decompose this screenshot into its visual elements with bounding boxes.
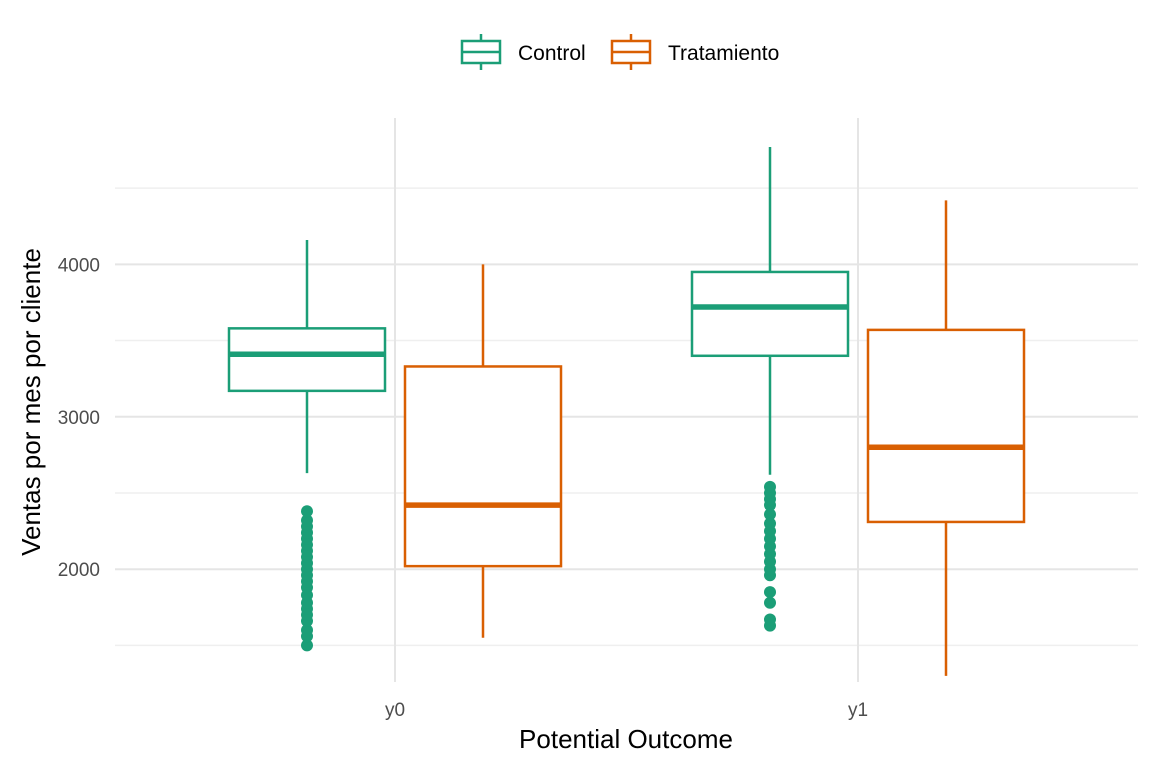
x-tick-label: y0 bbox=[385, 700, 405, 721]
box-iqr bbox=[690, 270, 850, 358]
box-tratamiento-y0 bbox=[403, 264, 563, 638]
outlier-point bbox=[301, 624, 313, 637]
outlier-point bbox=[764, 517, 776, 530]
outlier-point bbox=[301, 505, 313, 518]
outlier-point bbox=[301, 639, 313, 652]
outlier-point bbox=[764, 596, 776, 609]
outlier-point bbox=[764, 480, 776, 493]
y-axis-title: Ventas por mes por cliente bbox=[16, 248, 46, 556]
plot-area bbox=[227, 146, 1026, 676]
box-tratamiento-y1 bbox=[866, 200, 1026, 676]
x-axis-ticks: y0 y1 bbox=[385, 700, 868, 721]
outlier-point bbox=[301, 514, 313, 527]
legend-item-control: Control bbox=[460, 34, 586, 70]
y-axis-ticks: 2000 3000 4000 bbox=[58, 255, 100, 581]
box-control-y1 bbox=[690, 146, 850, 632]
y-tick-label: 3000 bbox=[58, 408, 100, 429]
box-control-y0 bbox=[227, 239, 387, 652]
box-iqr bbox=[403, 365, 563, 568]
outlier-point bbox=[764, 586, 776, 599]
outlier-point bbox=[764, 508, 776, 521]
outlier-point bbox=[764, 613, 776, 626]
legend-item-tratamiento: Tratamiento bbox=[610, 34, 779, 70]
box-iqr bbox=[866, 328, 1026, 524]
legend-label: Control bbox=[518, 42, 586, 65]
box-iqr bbox=[227, 327, 387, 393]
legend-label: Tratamiento bbox=[668, 42, 779, 65]
y-tick-label: 2000 bbox=[58, 560, 100, 581]
legend: Control Tratamiento bbox=[460, 34, 779, 70]
x-axis-title: Potential Outcome bbox=[519, 724, 733, 754]
x-tick-label: y1 bbox=[848, 700, 868, 721]
y-tick-label: 4000 bbox=[58, 255, 100, 276]
